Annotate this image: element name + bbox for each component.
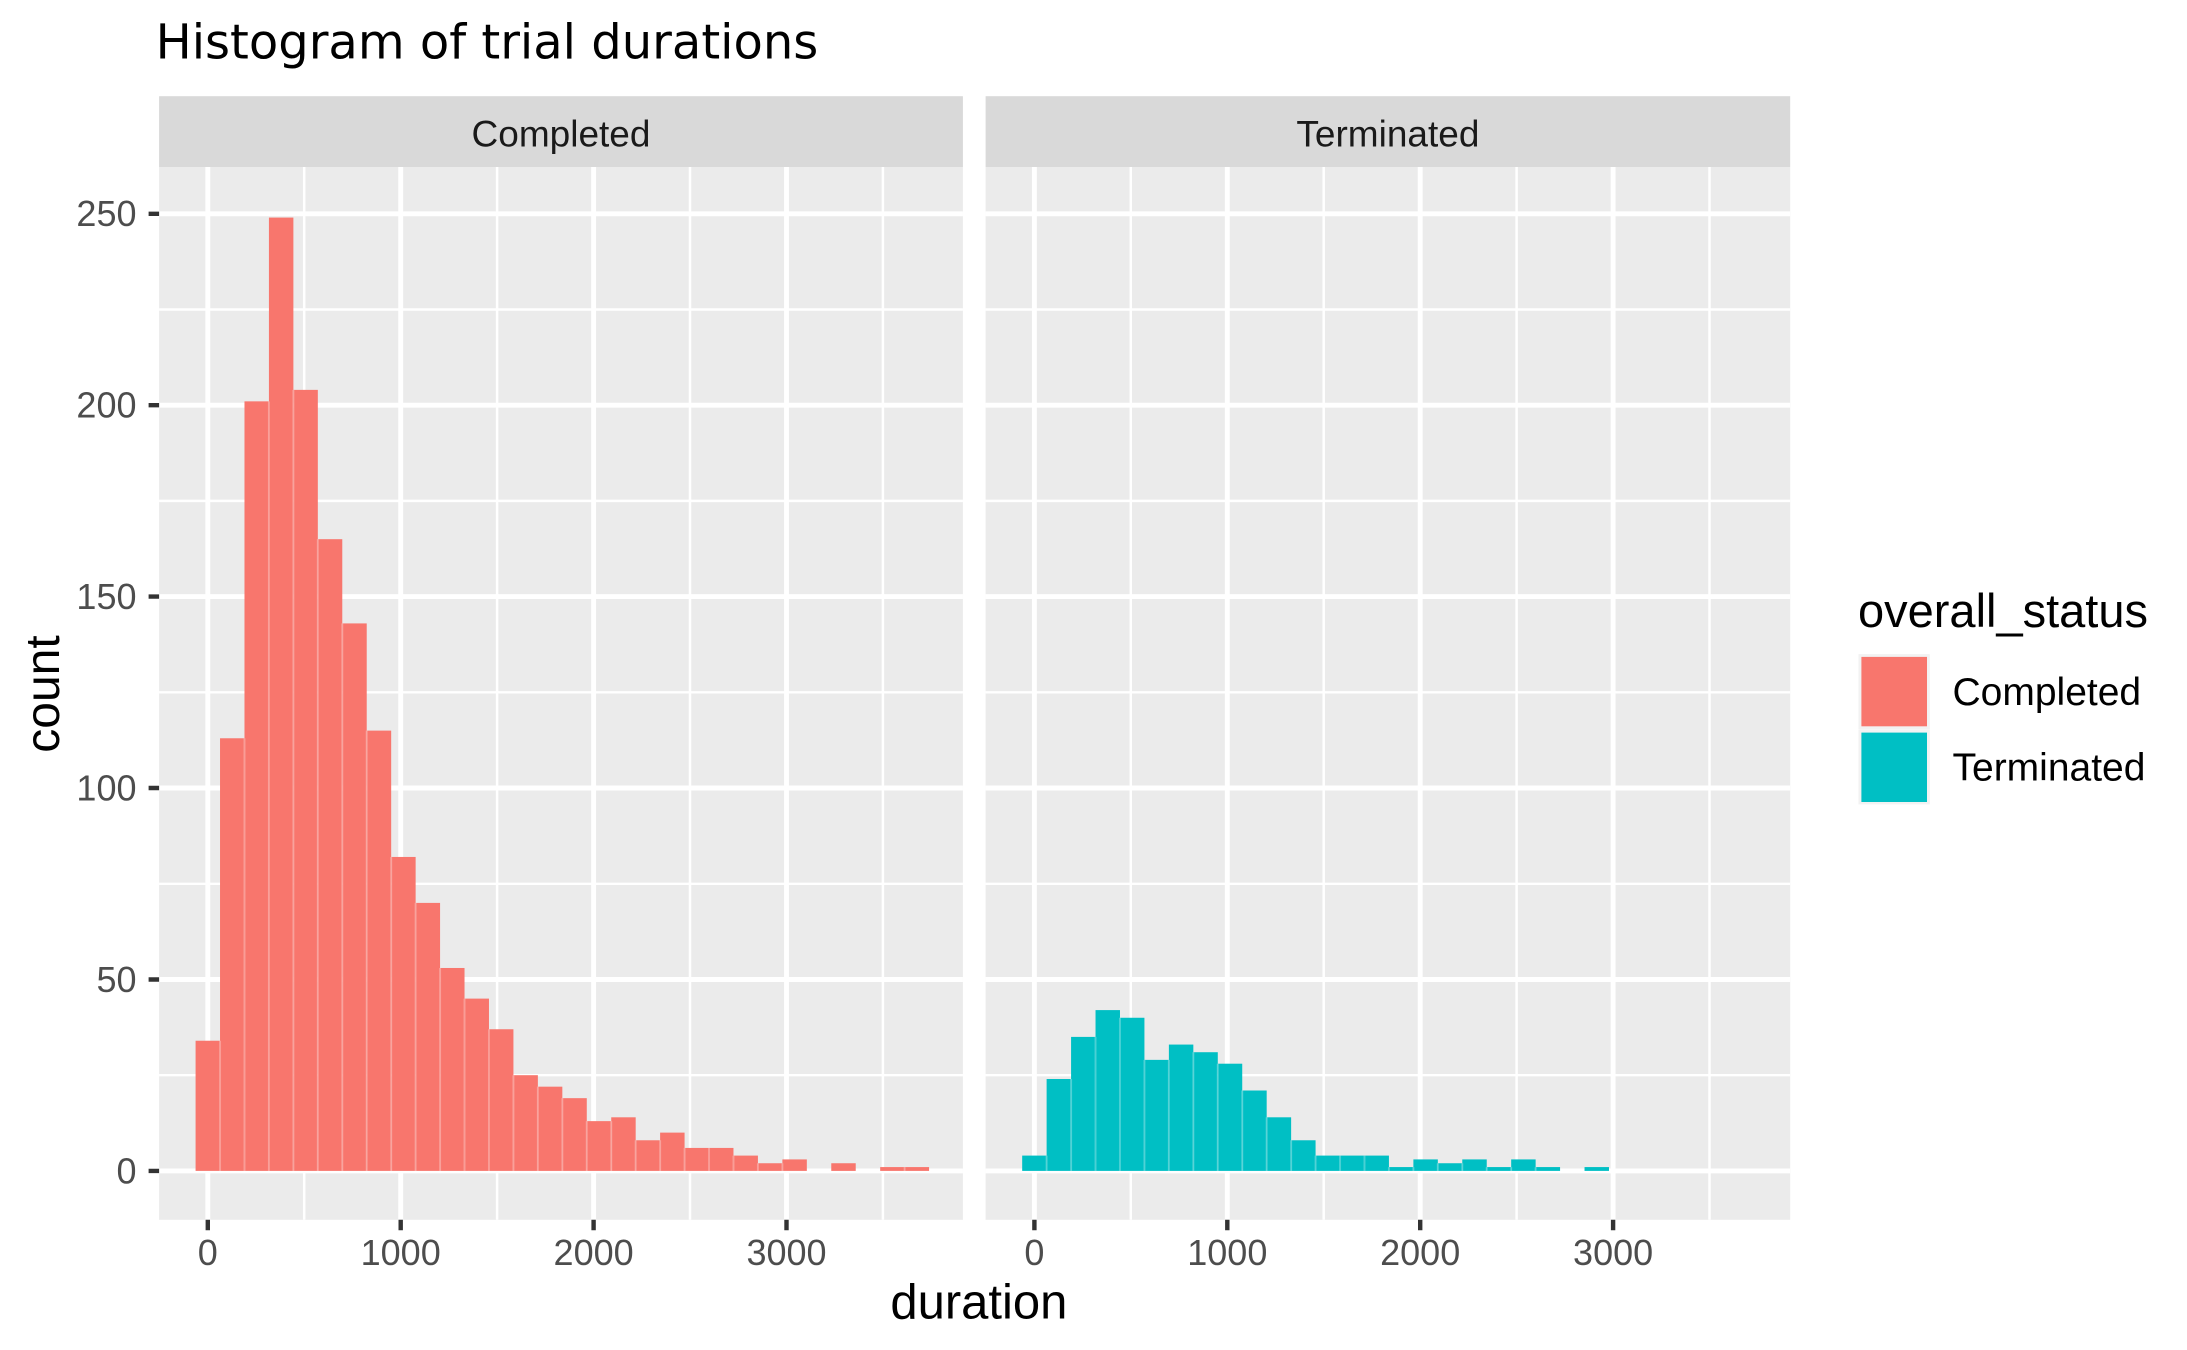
svg-text:150: 150 — [76, 576, 136, 617]
svg-text:Terminated: Terminated — [1296, 114, 1479, 155]
svg-text:200: 200 — [76, 385, 136, 426]
svg-text:2000: 2000 — [1380, 1232, 1460, 1273]
svg-text:Completed: Completed — [472, 114, 651, 155]
svg-text:0: 0 — [1024, 1232, 1044, 1273]
svg-text:1000: 1000 — [1187, 1232, 1267, 1273]
svg-text:3000: 3000 — [1573, 1232, 1653, 1273]
svg-text:Terminated: Terminated — [1953, 747, 2146, 790]
svg-text:100: 100 — [76, 767, 136, 808]
svg-text:0: 0 — [116, 1150, 136, 1191]
svg-text:3000: 3000 — [746, 1232, 826, 1273]
svg-text:0: 0 — [198, 1232, 218, 1273]
svg-text:Completed: Completed — [1953, 671, 2142, 714]
svg-text:count: count — [17, 635, 70, 752]
svg-text:1000: 1000 — [361, 1232, 441, 1273]
svg-text:Histogram of trial durations: Histogram of trial durations — [156, 15, 819, 71]
svg-text:50: 50 — [96, 959, 136, 1000]
svg-text:250: 250 — [76, 193, 136, 234]
svg-text:2000: 2000 — [554, 1232, 634, 1273]
svg-text:duration: duration — [890, 1276, 1067, 1330]
svg-text:overall_status: overall_status — [1858, 584, 2148, 637]
